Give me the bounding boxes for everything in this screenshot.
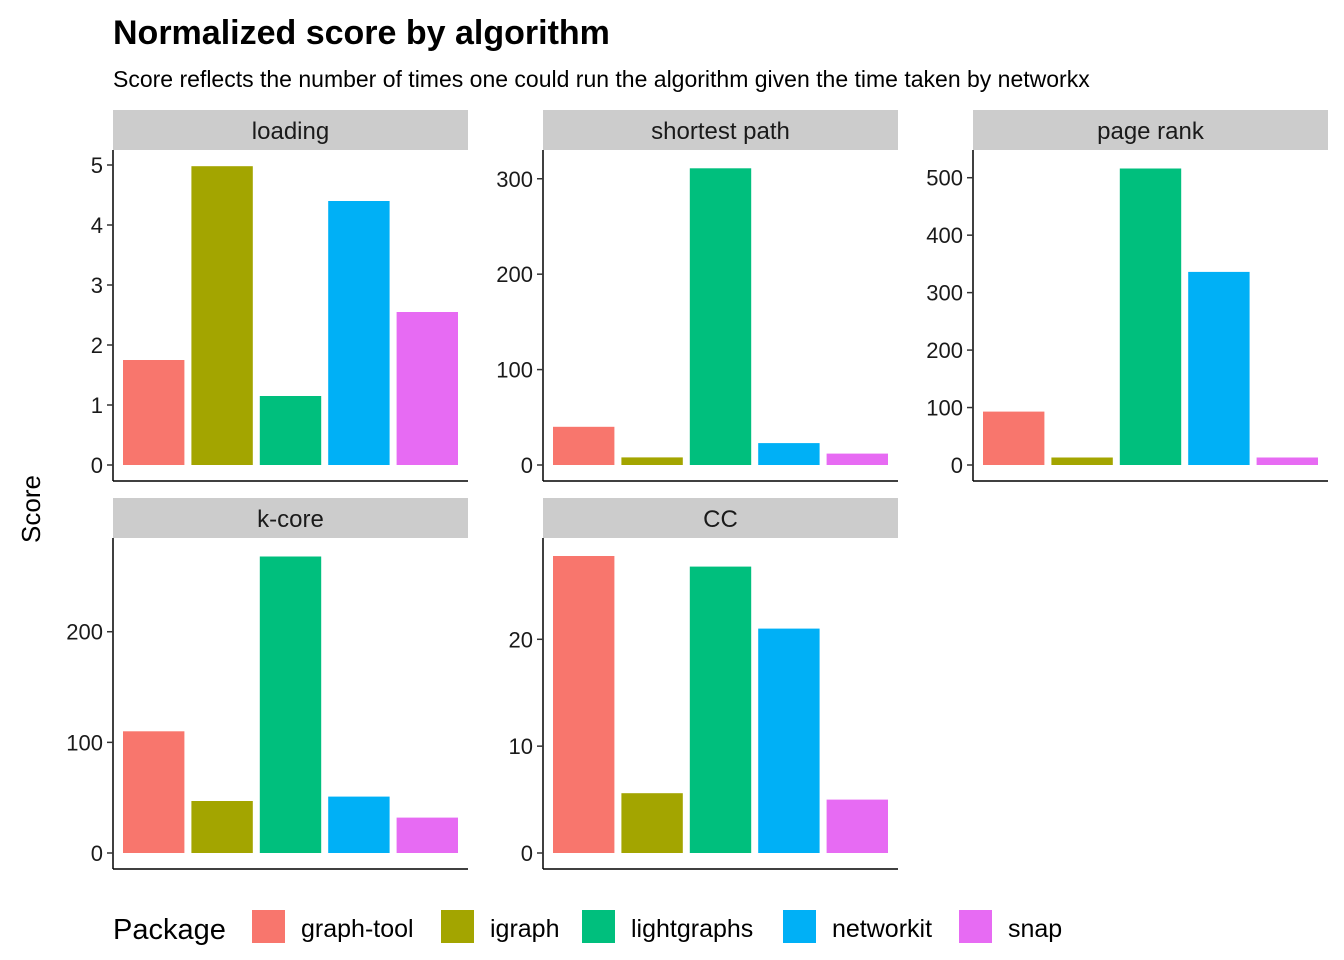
y-tick-label: 100 xyxy=(926,396,963,421)
bar-page-rank-snap xyxy=(1256,457,1318,465)
strip-background xyxy=(543,498,898,538)
bar-cc-snap xyxy=(826,799,888,853)
strip-background xyxy=(543,110,898,150)
y-tick-label: 300 xyxy=(926,281,963,306)
strip-label: CC xyxy=(703,506,738,533)
y-tick-label: 200 xyxy=(926,338,963,363)
legend-label: snap xyxy=(1008,915,1062,943)
y-tick-label: 3 xyxy=(91,273,103,298)
bar-shortest-path-graph-tool xyxy=(553,426,615,465)
bar-page-rank-igraph xyxy=(1051,457,1113,465)
y-tick-label: 0 xyxy=(91,841,103,866)
bar-loading-lightgraphs xyxy=(259,396,322,465)
legend-label: graph-tool xyxy=(301,915,414,943)
y-tick-label: 500 xyxy=(926,166,963,191)
chart-subtitle: Score reflects the number of times one c… xyxy=(113,66,1090,92)
legend-item-graph-tool: graph-tool xyxy=(252,910,414,943)
strip-label: k-core xyxy=(257,506,324,533)
y-tick-label: 200 xyxy=(496,262,533,287)
legend-label: lightgraphs xyxy=(631,915,753,943)
legend-key xyxy=(441,910,474,943)
legend-title: Package xyxy=(113,914,226,946)
bar-shortest-path-networkit xyxy=(758,443,820,465)
legend-item-snap: snap xyxy=(959,910,1062,943)
strip-background xyxy=(113,498,468,538)
bar-page-rank-graph-tool xyxy=(983,411,1045,465)
bar-shortest-path-igraph xyxy=(621,457,683,465)
y-axis-label: Score xyxy=(16,475,46,543)
legend-key xyxy=(959,910,992,943)
legend-item-lightgraphs: lightgraphs xyxy=(582,910,753,943)
y-tick-label: 0 xyxy=(521,453,533,478)
legend-label: networkit xyxy=(832,915,932,943)
strip-label: loading xyxy=(252,118,329,145)
strip-label: shortest path xyxy=(651,118,790,145)
bar-k-core-snap xyxy=(396,817,458,853)
panel-page-rank: page rank 0 100 200 300 400 500 xyxy=(926,110,1328,482)
panel-shortest-path: shortest path 0 100 200 300 xyxy=(496,110,898,482)
bar-loading-networkit xyxy=(328,201,390,465)
y-tick-label: 20 xyxy=(509,627,533,652)
bar-loading-graph-tool xyxy=(123,360,185,465)
panel-cc: CC 0 10 20 xyxy=(509,498,898,870)
y-tick-label: 10 xyxy=(509,734,533,759)
legend: Package graph-tool igraph lightgraphs networ… xyxy=(113,910,1062,946)
legend-label: igraph xyxy=(490,915,560,943)
bar-shortest-path-lightgraphs xyxy=(689,168,752,466)
legend-item-igraph: igraph xyxy=(441,910,560,943)
bar-cc-graph-tool xyxy=(553,556,615,853)
bar-cc-igraph xyxy=(621,793,683,853)
y-tick-label: 2 xyxy=(91,333,103,358)
strip-background xyxy=(113,110,468,150)
bar-page-rank-lightgraphs xyxy=(1119,168,1182,465)
legend-key xyxy=(783,910,816,943)
bar-cc-networkit xyxy=(758,628,820,853)
legend-key xyxy=(582,910,615,943)
y-tick-label: 0 xyxy=(951,453,963,478)
bar-loading-igraph xyxy=(191,166,253,465)
legend-key xyxy=(252,910,285,943)
y-tick-label: 0 xyxy=(91,453,103,478)
bar-page-rank-networkit xyxy=(1188,271,1250,465)
bar-shortest-path-snap xyxy=(826,453,888,465)
panel-loading: loading 0 1 2 3 4 5 xyxy=(91,110,468,482)
y-tick-label: 0 xyxy=(521,841,533,866)
legend-item-networkit: networkit xyxy=(783,910,932,943)
chart-title: Normalized score by algorithm xyxy=(113,14,610,52)
strip-background xyxy=(973,110,1328,150)
y-tick-label: 100 xyxy=(496,358,533,383)
y-tick-label: 4 xyxy=(91,213,103,238)
y-tick-label: 200 xyxy=(66,620,103,645)
bar-k-core-graph-tool xyxy=(123,731,185,853)
y-tick-label: 100 xyxy=(66,730,103,755)
y-tick-label: 1 xyxy=(91,393,103,418)
bar-cc-lightgraphs xyxy=(689,566,752,853)
bar-k-core-lightgraphs xyxy=(259,556,322,853)
y-tick-label: 5 xyxy=(91,153,103,178)
bar-loading-snap xyxy=(396,312,458,465)
bar-k-core-networkit xyxy=(328,796,390,853)
panel-k-core: k-core 0 100 200 xyxy=(66,498,468,870)
y-tick-label: 400 xyxy=(926,223,963,248)
strip-label: page rank xyxy=(1097,118,1205,145)
bar-k-core-igraph xyxy=(191,801,253,853)
y-tick-label: 300 xyxy=(496,167,533,192)
